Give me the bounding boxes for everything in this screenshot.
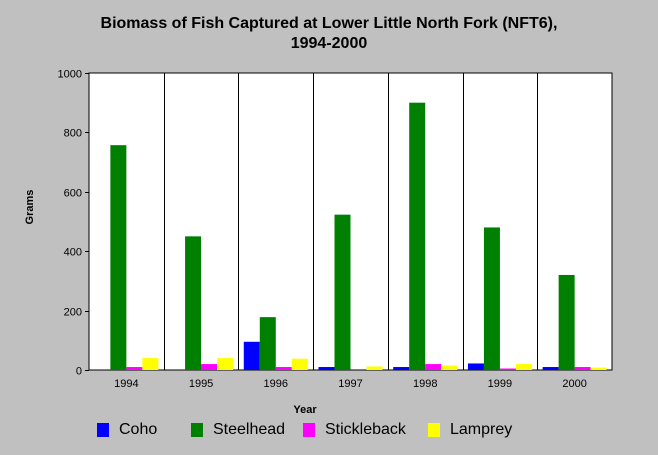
x-tick-label: 1996 (264, 378, 288, 390)
bars (110, 102, 607, 370)
legend-item-stickleback: Stickleback (303, 418, 406, 442)
chart-title: Biomass of Fish Captured at Lower Little… (0, 14, 658, 54)
grid-lines (164, 73, 538, 370)
x-tick-label: 1995 (189, 378, 213, 390)
legend-label-lamprey: Lamprey (450, 421, 513, 438)
y-tick-label: 0 (76, 366, 82, 378)
x-tick-label: 1997 (338, 378, 362, 390)
bar-stickleback-1994 (126, 367, 143, 370)
x-axis-ticks: 1994 1995 1996 1997 1998 1999 2000 (114, 378, 587, 390)
legend-swatch-steelhead (191, 423, 203, 437)
legend-label-steelhead: Steelhead (213, 421, 286, 438)
y-tick-label: 1000 (58, 69, 82, 81)
x-tick-label: 2000 (562, 378, 586, 390)
bar-lamprey-1995 (217, 358, 234, 370)
bar-steelhead-2000 (558, 274, 575, 370)
bar-stickleback-1999 (499, 368, 516, 370)
bar-stickleback-1998 (425, 364, 442, 370)
bar-steelhead-1997 (334, 214, 351, 370)
legend-item-lamprey: Lamprey (428, 418, 512, 442)
bar-coho-1997 (318, 367, 335, 370)
legend-item-steelhead: Steelhead (191, 418, 285, 442)
legend-swatch-lamprey (428, 423, 440, 437)
y-tick-label: 600 (64, 188, 82, 200)
bar-stickleback-1996 (275, 367, 292, 370)
bar-coho-2000 (542, 367, 559, 370)
legend-label-coho: Coho (119, 421, 158, 438)
bar-steelhead-1996 (259, 317, 276, 370)
bar-lamprey-1999 (515, 364, 532, 370)
legend-label-stickleback: Stickleback (325, 421, 406, 438)
y-axis-label: Grams (24, 190, 36, 225)
bar-lamprey-1998 (441, 365, 458, 370)
y-tick-label: 400 (64, 247, 82, 259)
legend-swatch-coho (97, 423, 109, 437)
bar-stickleback-2000 (574, 367, 591, 370)
bar-coho-1996 (243, 341, 260, 370)
bar-steelhead-1998 (409, 102, 426, 370)
bar-coho-1999 (467, 363, 484, 370)
bar-lamprey-2000 (590, 367, 607, 370)
bar-lamprey-1996 (291, 358, 308, 370)
bar-steelhead-1994 (110, 145, 127, 370)
x-tick-label: 1994 (114, 378, 138, 390)
bar-lamprey-1997 (366, 366, 383, 370)
bar-stickleback-1995 (201, 364, 218, 370)
bar-coho-1998 (393, 367, 410, 370)
x-axis-label: Year (293, 404, 317, 416)
bar-steelhead-1995 (185, 236, 202, 370)
legend-item-coho: Coho (97, 418, 157, 442)
chart-title-line-1: Biomass of Fish Captured at Lower Little… (100, 15, 558, 32)
y-tick-label: 200 (64, 307, 82, 319)
bar-steelhead-1999 (483, 227, 500, 370)
bar-lamprey-1994 (142, 358, 159, 370)
legend-swatch-stickleback (303, 423, 315, 437)
x-tick-label: 1998 (413, 378, 437, 390)
chart-legend: Coho Steelhead Stickleback Lamprey (0, 418, 658, 442)
y-axis-ticks: 0 200 400 600 800 1000 (58, 69, 89, 378)
x-tick-label: 1999 (488, 378, 512, 390)
y-tick-label: 800 (64, 128, 82, 140)
chart-title-line-2: 1994-2000 (290, 35, 368, 52)
